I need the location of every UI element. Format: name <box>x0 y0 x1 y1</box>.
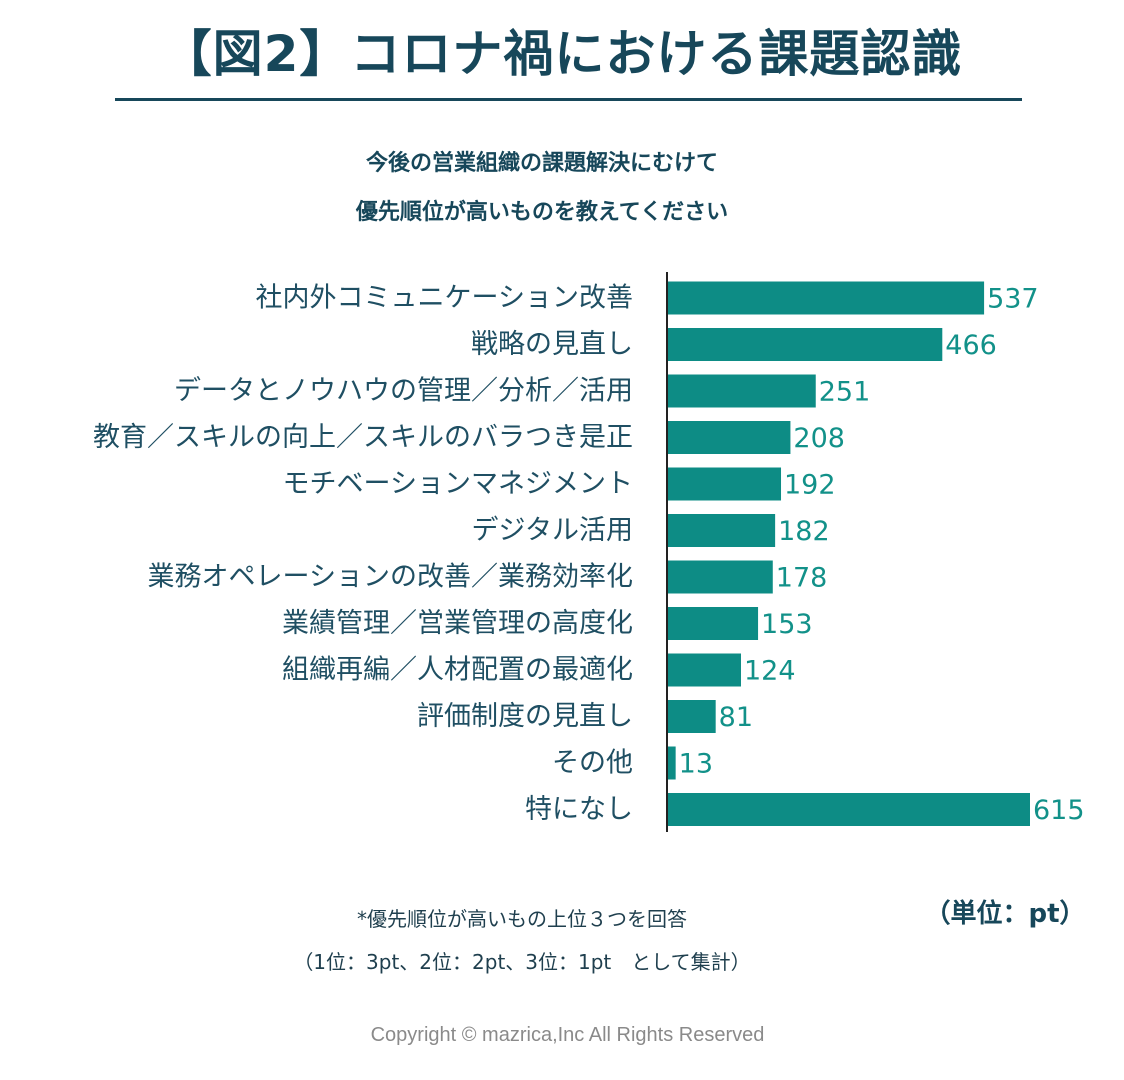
value-label: 153 <box>761 609 813 640</box>
category-label: 組織再編／人材配置の最適化 <box>282 655 633 686</box>
footnote-method: *優先順位が高いもの上位３つを回答 <box>357 907 687 931</box>
bar <box>668 746 676 780</box>
question-line-1: 今後の営業組織の課題解決にむけて <box>365 151 718 176</box>
bar <box>668 653 741 687</box>
category-label: 社内外コミュニケーション改善 <box>256 283 633 314</box>
bar <box>668 281 985 315</box>
bar <box>668 374 816 408</box>
value-label: 13 <box>679 749 713 780</box>
category-label: モチベーションマネジメント <box>283 469 633 500</box>
category-label: 戦略の見直し <box>471 329 633 360</box>
value-label: 182 <box>778 516 830 547</box>
value-label: 192 <box>784 470 836 501</box>
value-label: 537 <box>987 284 1039 315</box>
bar <box>668 328 943 361</box>
title-divider <box>115 98 1022 101</box>
value-label: 208 <box>793 423 845 454</box>
category-label: データとノウハウの管理／分析／活用 <box>174 376 633 407</box>
bar <box>668 607 759 640</box>
bar <box>668 560 773 594</box>
category-label: 評価制度の見直し <box>417 701 633 732</box>
chart-title: 【図2】コロナ禍における課題認識 <box>161 25 963 83</box>
category-label: 特になし <box>525 794 633 825</box>
value-label: 251 <box>819 377 871 408</box>
value-label: 124 <box>744 656 796 687</box>
bar <box>668 467 782 501</box>
unit-label: （単位：pt） <box>924 899 1086 929</box>
category-label: 業務オペレーションの改善／業務効率化 <box>148 562 633 593</box>
question-line-2: 優先順位が高いものを教えてください <box>355 200 729 225</box>
bar <box>668 700 716 733</box>
value-label: 81 <box>719 702 753 733</box>
footnote-scoring: （1位：3pt、2位：2pt、3位：1pt として集計） <box>293 950 751 974</box>
value-label: 615 <box>1033 795 1085 826</box>
bar <box>668 793 1030 826</box>
category-label: その他 <box>552 748 633 779</box>
category-label: 業績管理／営業管理の高度化 <box>282 608 633 639</box>
copyright: Copyright © mazrica,Inc All Rights Reser… <box>370 1024 765 1046</box>
value-label: 178 <box>776 563 828 594</box>
category-label: 教育／スキルの向上／スキルのバラつき是正 <box>93 422 633 453</box>
category-label: デジタル活用 <box>472 515 633 546</box>
bar <box>668 421 791 454</box>
bar <box>668 514 776 547</box>
value-label: 466 <box>945 330 997 361</box>
